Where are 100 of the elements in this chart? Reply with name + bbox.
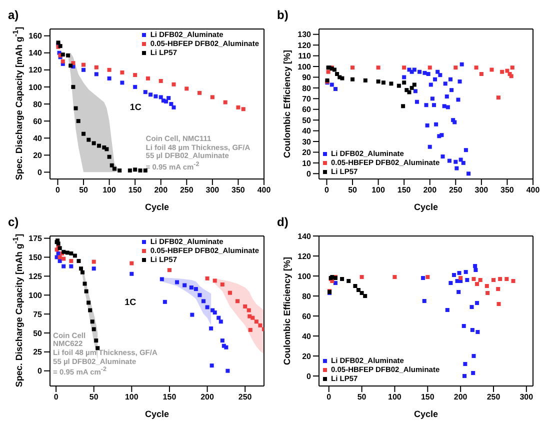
y-tick-label: 20 xyxy=(302,148,312,158)
point xyxy=(381,80,386,85)
point xyxy=(462,374,467,378)
point xyxy=(376,66,380,70)
x-axis-title: Cycle xyxy=(414,409,438,419)
y-tick-label: 100 xyxy=(28,290,43,300)
point xyxy=(448,281,453,285)
x-tick-label: 150 xyxy=(128,186,142,195)
y-tick-label: 70 xyxy=(302,94,312,104)
point xyxy=(454,166,459,170)
y-tick-label: 20 xyxy=(302,352,312,361)
point xyxy=(66,53,70,58)
point xyxy=(510,66,514,70)
point xyxy=(457,271,462,275)
point xyxy=(422,299,426,303)
point xyxy=(350,77,355,82)
point xyxy=(110,163,114,168)
chart-title: c) xyxy=(8,215,19,229)
point xyxy=(210,95,214,100)
point xyxy=(254,320,258,324)
chart-title: d) xyxy=(277,215,288,229)
point xyxy=(94,338,98,343)
point xyxy=(133,168,138,172)
x-tick-label: 300 xyxy=(520,392,534,402)
y-tick-label: 90 xyxy=(302,73,312,82)
point xyxy=(330,82,334,87)
annotation: 1C xyxy=(124,297,136,308)
point xyxy=(194,287,198,292)
point xyxy=(422,70,427,75)
point xyxy=(184,86,189,91)
x-tick-label: 250 xyxy=(448,186,463,195)
point xyxy=(212,278,217,283)
x-tick-label: 0 xyxy=(54,392,59,402)
point xyxy=(460,62,464,66)
point xyxy=(461,160,466,165)
point xyxy=(332,68,336,72)
x-tick-label: 50 xyxy=(357,392,367,402)
chart-title: b) xyxy=(277,8,288,22)
point xyxy=(162,300,167,304)
point xyxy=(154,94,158,98)
point xyxy=(209,326,214,330)
x-tick-label: 0 xyxy=(326,392,332,402)
point xyxy=(82,68,86,72)
x-tick-label: 100 xyxy=(102,186,117,195)
point xyxy=(448,77,452,82)
x-tick-label: 200 xyxy=(154,186,168,195)
point xyxy=(243,304,248,308)
point xyxy=(236,105,240,110)
point xyxy=(334,87,338,91)
point xyxy=(504,277,509,281)
x-tick-label: 100 xyxy=(388,392,402,402)
point xyxy=(167,268,172,272)
point xyxy=(212,310,217,315)
point xyxy=(118,168,122,172)
y-tick-label: 60 xyxy=(302,105,312,114)
x-tick-label: 150 xyxy=(420,392,435,402)
point xyxy=(60,52,65,57)
y-tick-label: 25 xyxy=(33,348,43,357)
point xyxy=(335,72,340,76)
point xyxy=(430,96,434,101)
y-tick-label: 0 xyxy=(306,169,312,178)
point xyxy=(450,88,454,92)
x-tick-label: 150 xyxy=(162,392,177,402)
point xyxy=(158,78,163,83)
point xyxy=(470,328,474,332)
point xyxy=(112,166,116,171)
point xyxy=(360,291,364,295)
point xyxy=(216,316,221,320)
point xyxy=(434,122,438,126)
point xyxy=(424,103,428,108)
y-tick-label: 175 xyxy=(28,234,43,244)
point xyxy=(166,96,171,100)
point xyxy=(428,66,432,70)
point xyxy=(326,70,330,74)
y-tick-label: 60 xyxy=(33,116,43,126)
point xyxy=(458,158,463,162)
point xyxy=(479,72,484,76)
point xyxy=(465,278,470,282)
point xyxy=(80,270,85,274)
y-tick-label: 160 xyxy=(28,32,43,41)
point xyxy=(82,282,87,286)
point xyxy=(402,66,406,70)
point xyxy=(452,273,456,277)
point xyxy=(410,86,414,90)
point xyxy=(202,299,206,304)
point xyxy=(484,284,489,288)
point xyxy=(496,302,501,306)
point xyxy=(65,250,70,255)
point xyxy=(246,308,251,312)
point xyxy=(148,92,153,97)
y-tick-label: 20 xyxy=(33,150,43,160)
point xyxy=(402,80,406,85)
x-tick-label: 0 xyxy=(324,186,330,195)
y-tick-label: 100 xyxy=(298,62,312,72)
point xyxy=(456,98,460,102)
point xyxy=(133,73,138,78)
point xyxy=(476,330,480,334)
point xyxy=(71,84,76,89)
point xyxy=(104,147,109,152)
x-tick-label: 250 xyxy=(486,392,501,402)
